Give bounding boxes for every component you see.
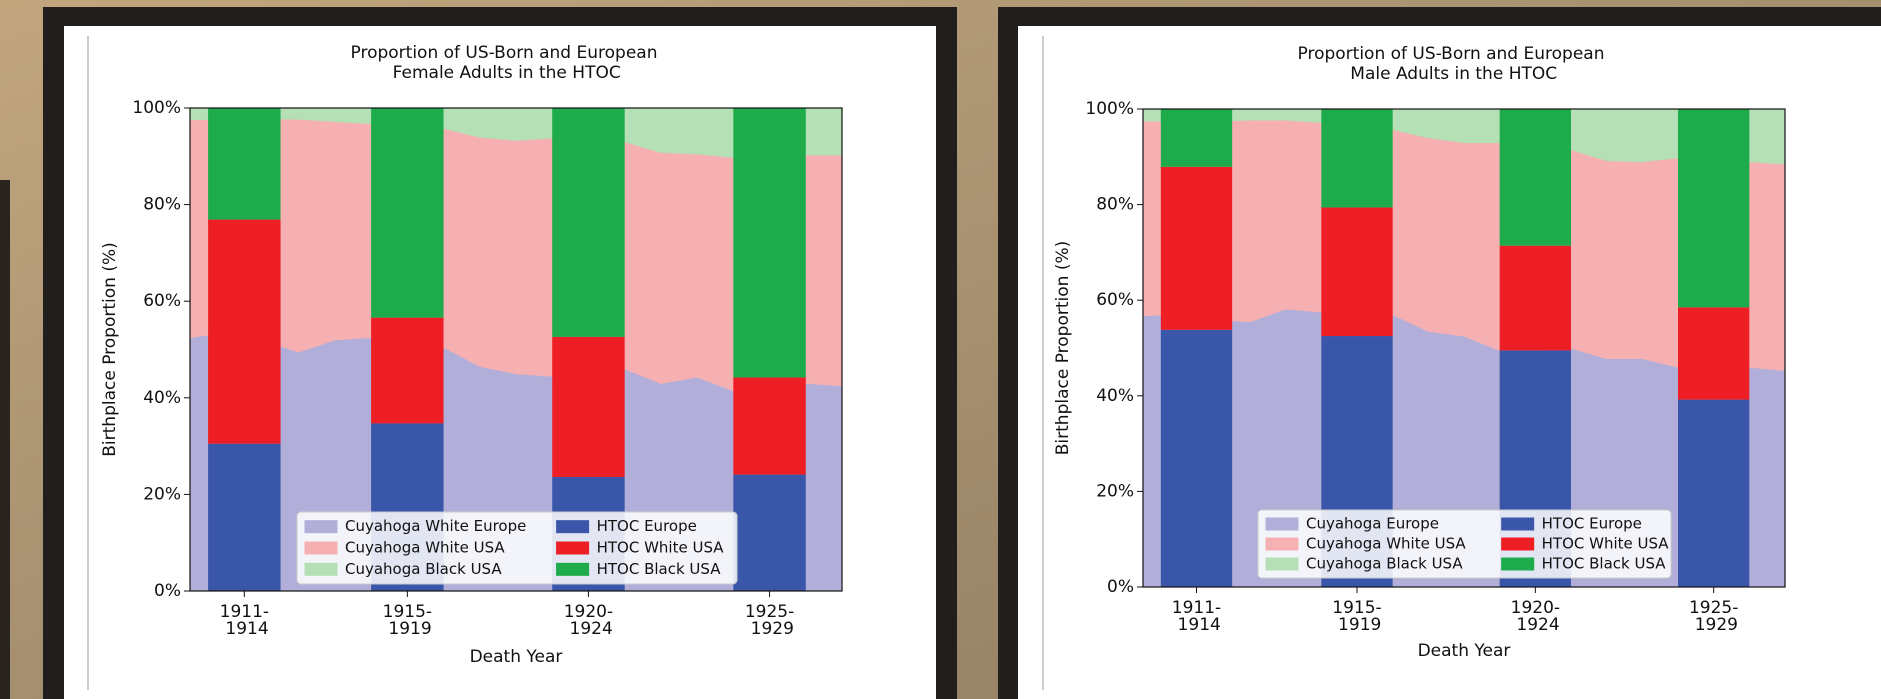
bar: [208, 220, 280, 444]
legend-swatch: [557, 542, 589, 554]
bar: [208, 108, 280, 220]
x-tick-label: 1911- 1914: [220, 602, 269, 639]
x-tick-label: 1911- 1914: [1172, 598, 1221, 635]
bar: [1500, 109, 1571, 246]
legend-label: Cuyahoga White USA: [1306, 535, 1466, 553]
bar: [1678, 307, 1749, 399]
legend-swatch: [1502, 518, 1534, 530]
y-axis-label: Birthplace Proportion (%): [1053, 241, 1073, 456]
y-tick-label: 100%: [1085, 99, 1134, 119]
bar: [733, 378, 805, 475]
x-tick-label: 1920- 1924: [564, 602, 613, 639]
legend-label: HTOC Black USA: [1542, 555, 1667, 573]
legend-swatch: [1266, 558, 1298, 570]
legend: Cuyahoga Europe Cuyahoga White USA Cuyahog…: [1258, 510, 1671, 578]
bar: [1678, 109, 1749, 307]
legend-label: Cuyahoga Black USA: [345, 560, 502, 578]
bar: [552, 337, 624, 477]
legend-label: Cuyahoga Black USA: [1306, 555, 1463, 573]
y-axis-label: Birthplace Proportion (%): [100, 242, 120, 457]
x-tick-label: 1920- 1924: [1511, 598, 1560, 635]
legend-swatch: [305, 521, 337, 533]
legend-label: HTOC Europe: [1542, 515, 1642, 533]
y-tick-label: 40%: [1096, 386, 1134, 406]
x-tick-label: 1915- 1919: [383, 602, 432, 639]
y-tick-label: 60%: [143, 291, 181, 311]
bar: [552, 108, 624, 337]
legend-swatch: [305, 563, 337, 575]
x-tick-label: 1915- 1919: [1332, 598, 1381, 635]
legend: Cuyahoga White Europe Cuyahoga White USA C…: [297, 512, 737, 584]
bar: [371, 108, 443, 318]
legend-swatch: [1266, 538, 1298, 550]
bar: [1500, 246, 1571, 351]
y-tick-label: 40%: [143, 388, 181, 408]
bar: [1321, 207, 1392, 336]
bar: [1161, 167, 1232, 330]
legend-label: Cuyahoga Europe: [1306, 515, 1439, 533]
bar: [1321, 109, 1392, 207]
x-tick-label: 1925- 1929: [745, 602, 794, 639]
bar: [371, 318, 443, 424]
bar: [208, 444, 280, 591]
y-tick-label: 80%: [1096, 195, 1134, 215]
chart-title: Proportion of US-Born and European Femal…: [351, 43, 658, 83]
legend-label: HTOC White USA: [597, 539, 725, 557]
legend-swatch: [557, 563, 589, 575]
legend-swatch: [1502, 538, 1534, 550]
y-tick-label: 0%: [1107, 577, 1134, 597]
legend-label: HTOC Black USA: [597, 560, 722, 578]
bar: [733, 108, 805, 378]
screenshot: 0% 20% 40% 60% 80% 100% 1911- 1914 1915- 1919 19…: [0, 0, 1881, 699]
bar: [1161, 330, 1232, 587]
bar: [733, 475, 805, 591]
legend-label: HTOC Europe: [597, 517, 697, 535]
legend-label: HTOC White USA: [1542, 535, 1670, 553]
bar: [1678, 400, 1749, 587]
y-tick-label: 60%: [1096, 290, 1134, 310]
bar: [1161, 109, 1232, 167]
x-axis-label: Death Year: [1418, 641, 1511, 661]
legend-swatch: [1266, 518, 1298, 530]
edge-object: [0, 180, 10, 699]
legend-swatch: [1502, 558, 1534, 570]
y-tick-label: 20%: [143, 484, 181, 504]
x-axis-label: Death Year: [470, 647, 563, 667]
y-tick-label: 80%: [143, 195, 181, 215]
y-tick-label: 0%: [154, 581, 181, 601]
legend-swatch: [557, 521, 589, 533]
y-tick-label: 100%: [132, 98, 181, 118]
legend-label: Cuyahoga White USA: [345, 539, 505, 557]
x-tick-label: 1925- 1929: [1689, 598, 1738, 635]
legend-label: Cuyahoga White Europe: [345, 517, 526, 535]
legend-swatch: [305, 542, 337, 554]
y-tick-label: 20%: [1096, 481, 1134, 501]
